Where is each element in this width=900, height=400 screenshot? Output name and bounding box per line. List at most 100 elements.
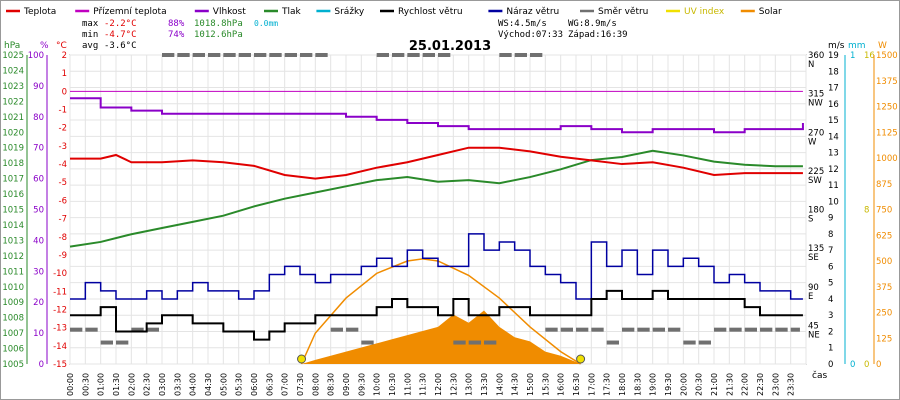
humidity-unit: % (40, 41, 49, 51)
x-axis-label: čas (812, 370, 827, 381)
legend-label-8: UV index (684, 7, 725, 17)
series-direction-seg-20 (376, 53, 389, 57)
series-wind-gust (70, 233, 803, 300)
pressure-tick-0: 1005 (2, 360, 24, 370)
series-direction-seg-29 (514, 53, 527, 57)
wind-tick-1: 1 (828, 344, 833, 354)
series-direction-seg-46 (775, 327, 788, 332)
x-tick-12: 06:00 (250, 373, 259, 396)
x-tick-22: 11:00 (403, 373, 412, 396)
series-solar (301, 310, 581, 364)
wind-tick-7: 7 (828, 246, 833, 256)
series-direction-seg-22 (407, 53, 420, 57)
axis-headers: hPa % °C m/s mm W (4, 41, 887, 51)
stat-sunrise: Východ:07:33 (498, 30, 563, 40)
solar-tick-11: 1375 (876, 77, 898, 87)
direction-dir-1: NW (808, 99, 823, 109)
series-direction-seg-6 (162, 53, 175, 57)
temperature-tick-10: -5 (59, 178, 67, 188)
series-direction-seg-33 (576, 327, 589, 332)
pressure-tick-5: 1010 (2, 283, 24, 293)
solar-tick-3: 375 (876, 283, 892, 293)
x-tick-20: 10:00 (373, 373, 382, 396)
direction-tick-0: 360 (808, 51, 824, 61)
axes: 1005100610071008100910101011101210131014… (2, 51, 897, 396)
x-tick-36: 18:00 (618, 373, 627, 396)
temperature-tick-2: -13 (53, 324, 67, 334)
pressure-tick-14: 1019 (2, 144, 24, 154)
direction-tick-4: 180 (808, 206, 824, 216)
series-humidity (70, 97, 804, 134)
humidity-tick-3: 30 (33, 267, 44, 277)
direction-tick-6: 90 (808, 283, 819, 293)
pressure-tick-20: 1025 (2, 51, 24, 61)
stat-avg-label: avg (82, 41, 98, 51)
x-tick-35: 17:30 (603, 373, 612, 396)
direction-tick-5: 135 (808, 244, 824, 254)
x-tick-46: 23:00 (771, 373, 780, 396)
legend-label-1: Přízemní teplota (93, 7, 166, 17)
uv-tick-1: 8 (864, 206, 869, 216)
pressure-tick-11: 1016 (2, 190, 24, 200)
stat-min-temp: -4.7°C (104, 30, 137, 40)
pressure-tick-18: 1023 (2, 82, 24, 92)
stat-min-press: 1012.6hPa (194, 30, 243, 40)
temperature-tick-16: 1 (62, 69, 67, 79)
stat-wg: WG:8.9m/s (568, 19, 617, 29)
series-direction-seg-17 (330, 327, 343, 332)
pressure-tick-8: 1013 (2, 236, 24, 246)
wind-unit: m/s (828, 41, 845, 51)
pressure-tick-17: 1022 (2, 97, 24, 107)
plot-area (69, 53, 804, 365)
x-tick-29: 14:30 (511, 373, 520, 396)
series-direction-seg-14 (284, 53, 297, 57)
x-tick-3: 01:30 (112, 373, 121, 396)
rain-tick-1: 1 (850, 51, 855, 61)
x-tick-15: 07:30 (296, 373, 305, 396)
series-pressure (69, 149, 803, 248)
series-direction-seg-16 (315, 53, 328, 57)
stat-ws: WS:4.5m/s (498, 19, 547, 29)
series-direction-seg-40 (683, 340, 696, 345)
x-tick-21: 10:30 (388, 373, 397, 396)
x-tick-11: 05:30 (235, 373, 244, 396)
series-direction-seg-26 (468, 340, 481, 345)
series-solar-max (300, 258, 581, 365)
pressure-tick-6: 1011 (2, 267, 24, 277)
x-tick-39: 19:30 (664, 373, 673, 396)
humidity-tick-5: 50 (33, 206, 44, 216)
chart-title: 25.01.2013 (409, 39, 491, 54)
series-direction-seg-34 (591, 327, 604, 332)
series-direction-seg-9 (208, 53, 221, 57)
x-tick-28: 14:00 (495, 373, 504, 396)
x-tick-1: 00:30 (81, 373, 90, 396)
humidity-tick-10: 100 (28, 51, 44, 61)
series-direction-seg-15 (300, 53, 313, 57)
direction-dir-4: S (808, 215, 813, 225)
series-direction-seg-32 (560, 327, 573, 332)
pressure-tick-19: 1024 (2, 66, 24, 76)
direction-tick-2: 270 (808, 128, 824, 138)
series-direction-seg-13 (269, 53, 282, 57)
stat-sunset: Západ:16:39 (568, 30, 628, 40)
x-tick-8: 04:00 (189, 373, 198, 396)
humidity-tick-9: 90 (33, 82, 44, 92)
series-direction-seg-43 (729, 327, 742, 332)
wind-tick-2: 2 (828, 327, 833, 337)
pressure-tick-15: 1020 (2, 128, 24, 138)
series-direction-seg-36 (622, 327, 635, 332)
x-tick-2: 01:00 (97, 373, 106, 396)
solar-tick-2: 250 (876, 309, 892, 319)
x-tick-0: 00:00 (66, 373, 75, 396)
solar-tick-4: 500 (876, 257, 892, 267)
legend-label-2: Vlhkost (213, 7, 246, 17)
legend-label-9: Solar (759, 7, 782, 17)
x-tick-26: 13:00 (465, 373, 474, 396)
stat-max-temp: -2.2°C (104, 19, 137, 29)
x-tick-30: 15:00 (526, 373, 535, 396)
series-direction-seg-5 (146, 327, 159, 332)
solar-tick-8: 1000 (876, 154, 898, 164)
sun-marker-0 (297, 354, 307, 364)
series-direction-seg-11 (238, 53, 251, 57)
legend-label-4: Srážky (334, 7, 365, 17)
